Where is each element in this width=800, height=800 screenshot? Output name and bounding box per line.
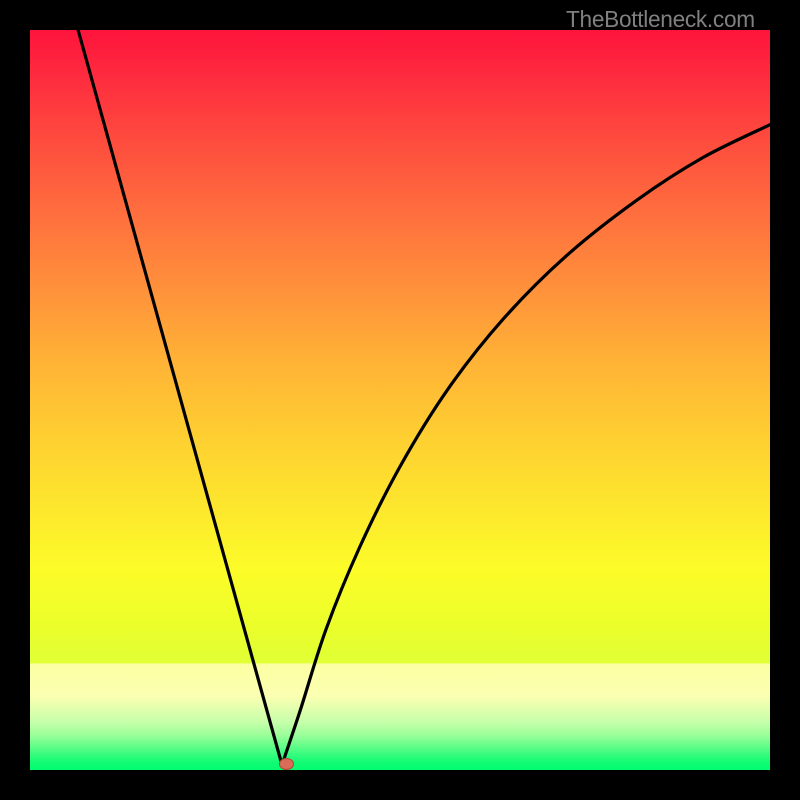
- watermark-text: TheBottleneck.com: [566, 6, 755, 33]
- bottleneck-curve: [30, 30, 770, 770]
- plot-area: [30, 30, 770, 770]
